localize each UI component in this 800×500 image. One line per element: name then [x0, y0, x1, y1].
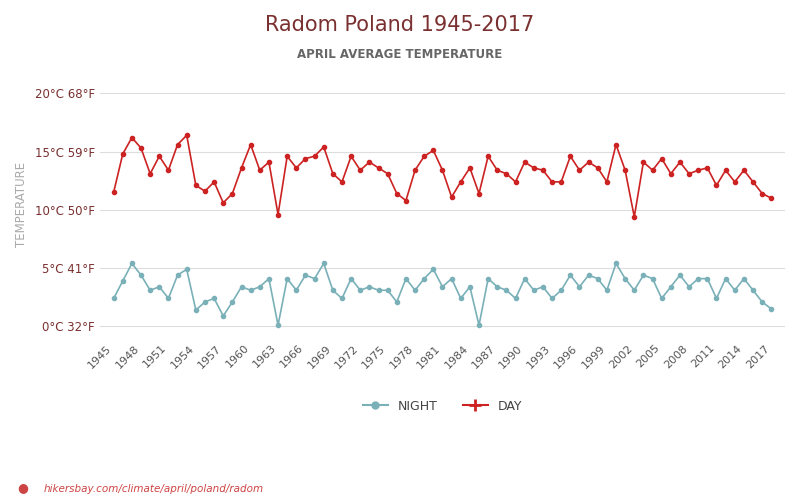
Text: hikersbay.com/climate/april/poland/radom: hikersbay.com/climate/april/poland/radom: [44, 484, 264, 494]
Text: Radom Poland 1945-2017: Radom Poland 1945-2017: [266, 15, 534, 35]
Y-axis label: TEMPERATURE: TEMPERATURE: [15, 162, 28, 246]
Text: APRIL AVERAGE TEMPERATURE: APRIL AVERAGE TEMPERATURE: [298, 48, 502, 60]
Legend: NIGHT, DAY: NIGHT, DAY: [358, 394, 527, 417]
Text: ●: ●: [18, 481, 29, 494]
